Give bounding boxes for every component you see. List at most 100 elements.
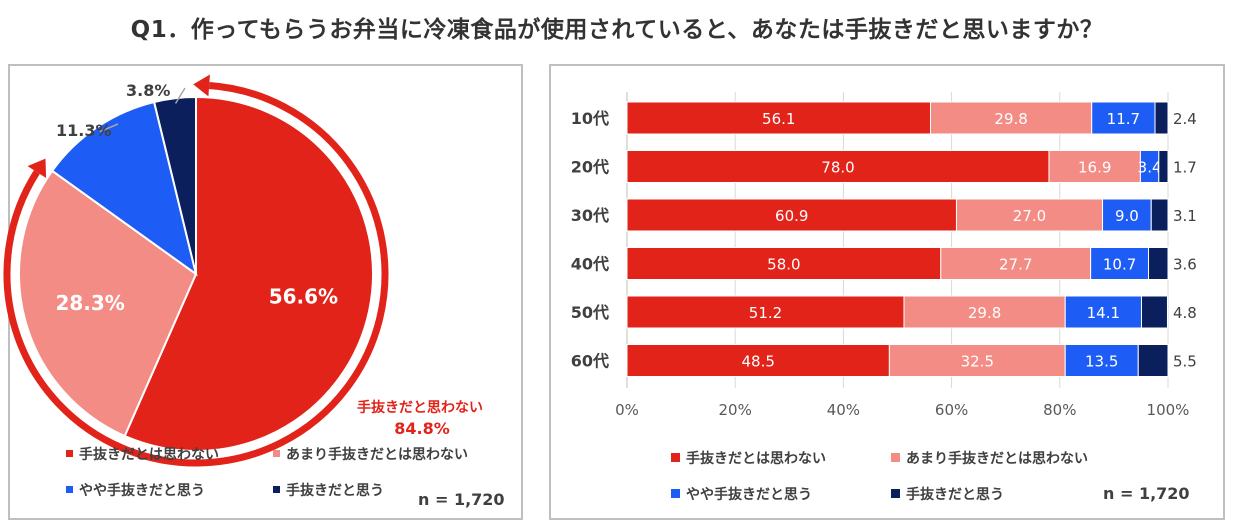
bar-segment-3-3: [1102, 198, 1152, 232]
bar-segment-6-1: [626, 344, 890, 377]
bar-value-label-6-2: 32.5: [961, 353, 994, 371]
bar-value-label-6-1: 48.5: [741, 353, 774, 371]
bar-legend-label-1: 手抜きだとは思わない: [686, 451, 826, 467]
pie-annotation-text: 手抜きだと思わない: [357, 399, 483, 416]
bar-x-tick-label-5: 80%: [1043, 401, 1076, 419]
pie-legend-item-2: あまり手抜きだとは思わない: [273, 444, 468, 464]
bar-value-label-4-4: 3.6: [1173, 256, 1197, 274]
bar-category-label-3: 30代: [571, 206, 609, 225]
bar-segment-4-2: [940, 247, 1092, 280]
bar-legend-item-4: 手抜きだと思う: [891, 484, 1004, 504]
pie-arrowhead-top: [193, 74, 210, 97]
pie-slice-1: [123, 95, 374, 452]
bar-segment-4-1: [626, 247, 942, 280]
bar-value-label-2-2: 16.9: [1078, 159, 1111, 177]
bar-segment-1-4: [1154, 101, 1169, 135]
pie-leader-line-3: [99, 123, 119, 133]
bar-sample-size: n = 1,720: [1103, 484, 1190, 503]
bar-value-label-6-3: 13.5: [1085, 353, 1118, 371]
bar-value-label-6-4: 5.5: [1173, 353, 1197, 371]
pie-legend-item-4: 手抜きだと思う: [273, 480, 384, 500]
legend-swatch-somewhat: [66, 485, 73, 493]
pie-chart-panel: 56.6% 28.3% 11.3% 3.8% 手抜きだと思わない 84.8% 手抜きだとは…: [3, 64, 523, 520]
pie-slice-4: [152, 95, 197, 275]
legend-swatch-not-lazy: [671, 452, 680, 462]
bar-segment-3-1: [626, 198, 957, 232]
bar-value-label-1-4: 2.4: [1173, 110, 1197, 128]
pie-slice-2: [18, 169, 198, 438]
pie-legend-label-1: 手抜きだとは思わない: [79, 447, 219, 463]
bar-value-label-1-1: 56.1: [762, 110, 795, 128]
pie-legend-label-2: あまり手抜きだとは思わない: [286, 447, 468, 463]
bar-value-label-4-2: 27.7: [999, 256, 1032, 274]
bar-x-tick-label-1: 0%: [615, 401, 639, 419]
bar-value-label-3-4: 3.1: [1173, 207, 1197, 225]
bar-value-label-2-1: 78.0: [821, 159, 854, 177]
pie-annotation-value: 84.8%: [394, 419, 450, 438]
bar-legend-label-4: 手抜きだと思う: [906, 487, 1004, 503]
pie-value-label-3: 11.3%: [56, 121, 112, 140]
bar-legend-item-3: やや手抜きだと思う: [671, 484, 812, 504]
bar-value-label-3-1: 60.9: [775, 207, 808, 225]
legend-swatch-not-lazy: [66, 449, 73, 457]
pie-value-label-4: 3.8%: [126, 81, 170, 100]
bar-value-label-1-3: 11.7: [1107, 110, 1140, 128]
pie-value-label-2: 28.3%: [55, 291, 124, 315]
bar-chart-panel: 0% 20% 40% 60% 80% 100% 10代 56.1 29.8 11.7 2.4 20代 7…: [549, 64, 1225, 520]
pie-chart: 56.6% 28.3% 11.3% 3.8% 手抜きだと思わない 84.8%: [3, 74, 483, 467]
bar-x-tick-label-6: 100%: [1147, 401, 1190, 419]
bar-legend-label-2: あまり手抜きだとは思わない: [906, 451, 1088, 467]
bar-x-tick-label-4: 60%: [935, 401, 968, 419]
bar-segment-5-2: [903, 295, 1066, 329]
bar-segment-5-3: [1064, 295, 1142, 329]
bar-value-label-3-2: 27.0: [1013, 207, 1046, 225]
bar-value-label-3-3: 9.0: [1115, 207, 1139, 225]
pie-legend-item-3: やや手抜きだと思う: [66, 480, 205, 500]
bar-segment-4-3: [1090, 247, 1150, 280]
bar-segment-5-4: [1140, 295, 1168, 329]
bar-segment-3-2: [955, 198, 1104, 232]
bar-value-label-5-4: 4.8: [1173, 304, 1197, 322]
pie-arrow-arc: [3, 81, 389, 467]
bar-segment-5-1: [626, 295, 905, 329]
bar-category-label-1: 10代: [571, 109, 609, 128]
bar-segment-6-4: [1137, 344, 1169, 377]
bar-value-label-2-3: 3.4: [1138, 159, 1162, 177]
pie-slice-3: [50, 100, 198, 277]
bar-segment-2-2: [1048, 150, 1141, 183]
bar-category-label-5: 50代: [571, 303, 609, 322]
bar-segment-2-4: [1158, 150, 1169, 183]
bar-value-label-1-2: 29.8: [994, 110, 1027, 128]
bar-category-label-2: 20代: [571, 158, 609, 177]
bar-segment-1-3: [1091, 101, 1156, 135]
legend-swatch-not-really: [273, 449, 280, 457]
pie-leader-line-4: [174, 87, 186, 104]
bar-segment-1-2: [930, 101, 1093, 135]
page-title: Q1．作ってもらうお弁当に冷凍食品が使用されていると、あなたは手抜きだと思います…: [130, 17, 1104, 43]
bar-segment-1-1: [626, 101, 932, 135]
bar-legend-label-3: やや手抜きだと思う: [686, 487, 812, 503]
bar-segment-4-4: [1148, 247, 1169, 280]
pie-legend-item-1: 手抜きだとは思わない: [66, 444, 219, 464]
bar-value-label-5-1: 51.2: [749, 304, 782, 322]
bar-x-tick-label-2: 20%: [719, 401, 752, 419]
legend-swatch-lazy: [273, 485, 280, 493]
bar-category-label-4: 40代: [571, 255, 609, 274]
bar-segment-3-4: [1150, 198, 1169, 232]
bar-segment-6-2: [888, 344, 1066, 377]
pie-value-label-1: 56.6%: [269, 285, 338, 309]
bar-category-label-6: 60代: [571, 352, 609, 371]
pie-legend-label-4: 手抜きだと思う: [286, 483, 384, 499]
bar-legend-item-1: 手抜きだとは思わない: [671, 448, 826, 468]
legend-swatch-not-really: [891, 452, 900, 462]
stacked-bar-chart: 0% 20% 40% 60% 80% 100% 10代 56.1 29.8 11.7 2.4 20代 7…: [571, 92, 1197, 419]
bar-value-label-4-3: 10.7: [1103, 256, 1136, 274]
pie-legend-label-3: やや手抜きだと思う: [79, 483, 205, 499]
bar-value-label-5-2: 29.8: [968, 304, 1001, 322]
pie-sample-size: n = 1,720: [418, 490, 505, 509]
legend-swatch-somewhat: [671, 488, 680, 498]
pie-arrowhead-bottom: [27, 158, 47, 178]
bar-segment-6-3: [1064, 344, 1139, 377]
bar-x-tick-label-3: 40%: [827, 401, 860, 419]
legend-swatch-lazy: [891, 488, 900, 498]
